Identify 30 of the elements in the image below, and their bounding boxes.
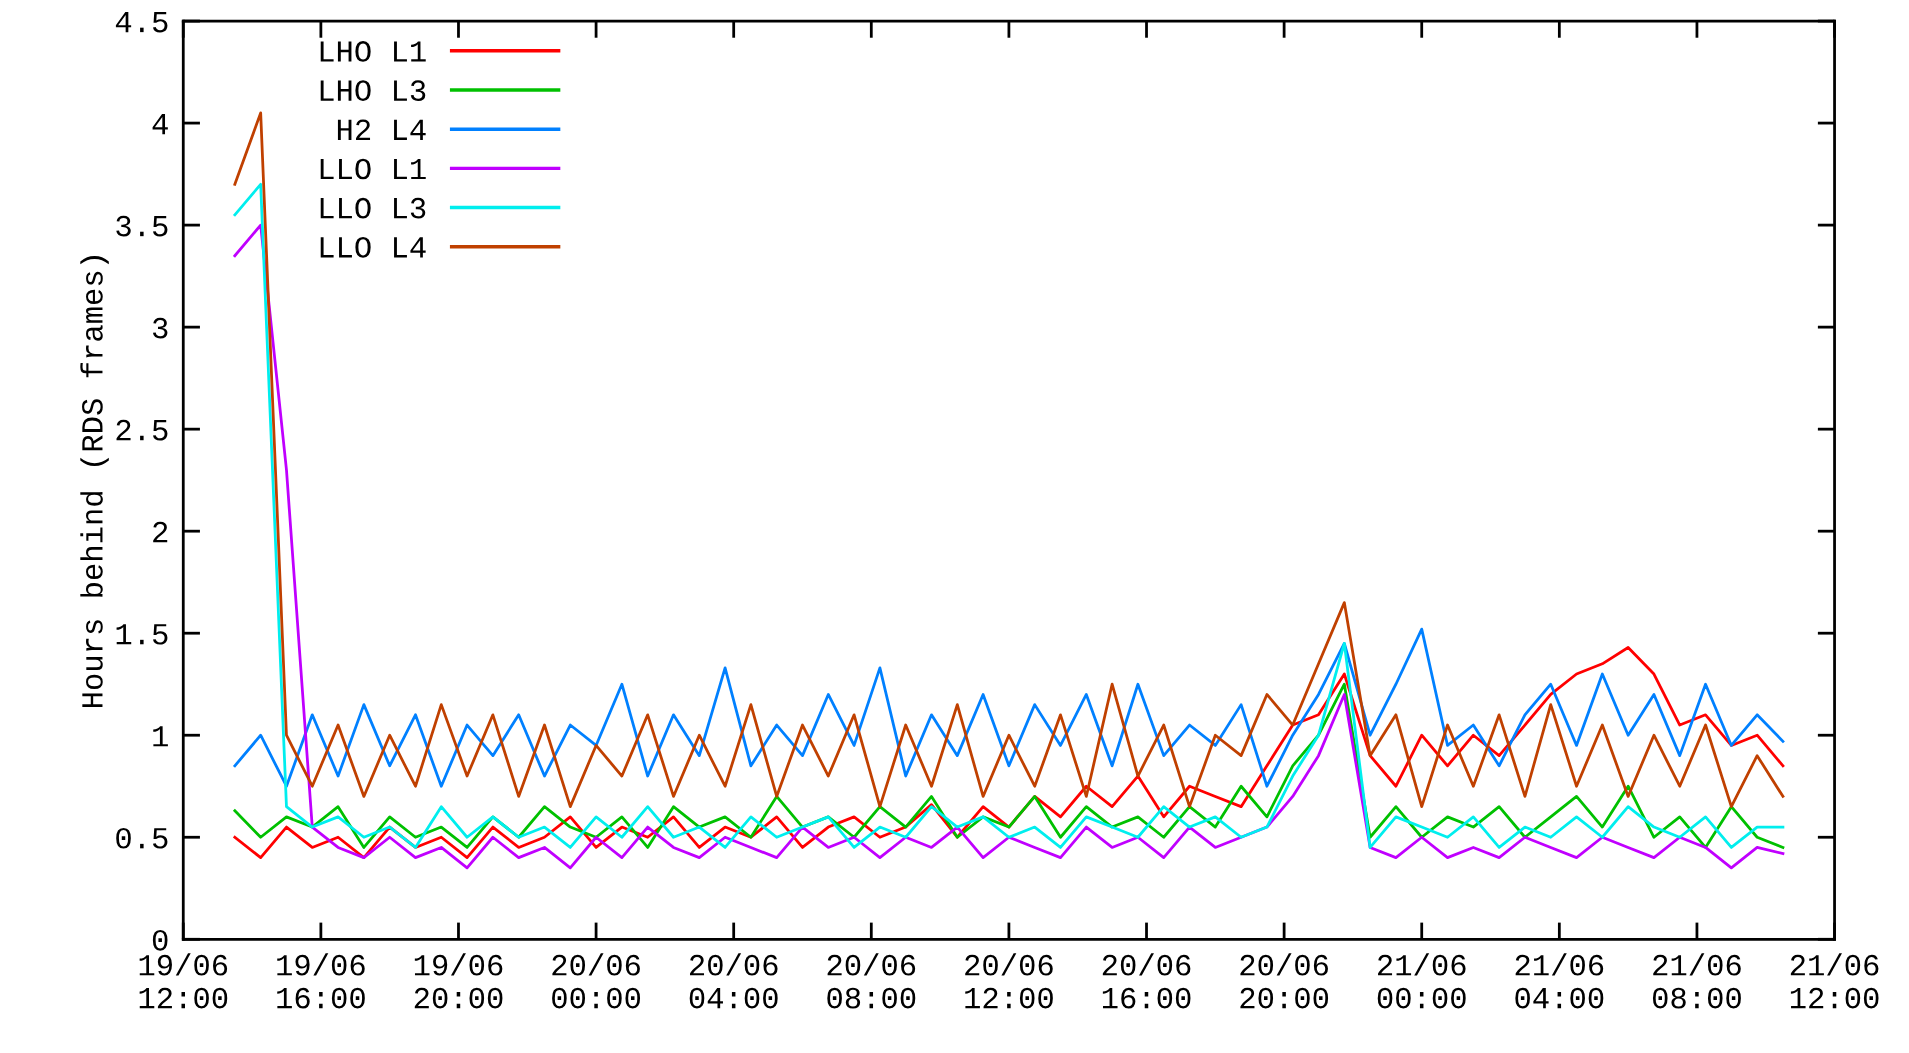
x-tick-label: 19/06 16:00 xyxy=(277,953,365,1009)
y-tick-label: 3.5 xyxy=(116,215,168,237)
y-tick-label: 1.5 xyxy=(116,624,168,645)
y-axis-title: Hours behind (RDS frames) xyxy=(80,256,109,707)
y-tick-label: 3 xyxy=(152,317,168,339)
x-tick-label: 20/06 04:00 xyxy=(689,953,778,1009)
y-tick-label: 1 xyxy=(153,726,168,747)
legend-label: LLO L3 xyxy=(320,197,426,219)
x-tick-label: 21/06 12:00 xyxy=(1790,953,1879,1009)
y-tick-label: 4 xyxy=(152,114,168,135)
legend-label: LLO L4 xyxy=(320,236,426,258)
x-tick-label: 20/06 00:00 xyxy=(552,953,641,1009)
x-tick-label: 19/06 20:00 xyxy=(414,953,503,1009)
x-tick-label: 21/06 08:00 xyxy=(1652,953,1741,1009)
legend-label: H2 L4 xyxy=(337,119,426,140)
legend-label: LHO L1 xyxy=(320,41,426,62)
x-tick-label: 21/06 04:00 xyxy=(1515,953,1604,1009)
y-tick-label: 4.5 xyxy=(115,12,168,33)
x-tick-label: 20/06 08:00 xyxy=(827,953,916,1009)
x-tick-label: 20/06 12:00 xyxy=(965,953,1053,1009)
legend-label: LHO L3 xyxy=(320,80,426,102)
x-tick-label: 20/06 16:00 xyxy=(1102,953,1191,1009)
y-tick-label: 2.5 xyxy=(116,419,168,441)
x-tick-label: 19/06 12:00 xyxy=(139,953,228,1009)
y-tick-label: 2 xyxy=(153,521,168,543)
y-tick-label: 0 xyxy=(152,929,168,951)
x-tick-label: 21/06 00:00 xyxy=(1377,953,1466,1009)
x-tick-label: 20/06 20:00 xyxy=(1240,953,1329,1009)
legend-label: LLO L1 xyxy=(320,158,426,180)
y-tick-label: 0.5 xyxy=(116,827,168,849)
